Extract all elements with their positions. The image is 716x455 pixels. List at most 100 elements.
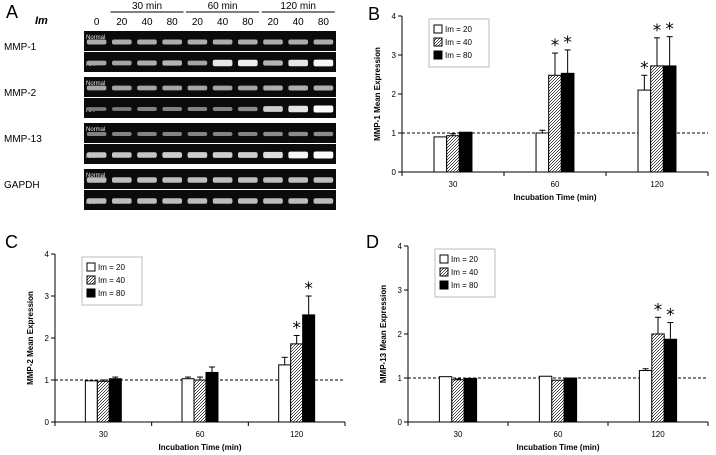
y-tick-label: 4 — [45, 250, 50, 259]
gel-band — [263, 85, 283, 91]
gel-band — [313, 85, 334, 91]
gel-lane-label: 20 — [192, 17, 204, 28]
gel-band — [288, 177, 309, 183]
legend-swatch — [433, 37, 443, 47]
gel-band — [263, 177, 283, 183]
gel-band — [137, 152, 157, 158]
gel-band — [288, 59, 309, 67]
significance-star: * — [551, 36, 560, 56]
panel-letter: B — [368, 4, 380, 24]
y-tick-label: 0 — [392, 168, 397, 177]
legend-swatch — [86, 275, 96, 285]
gel-gene-label: MMP-1 — [4, 42, 37, 53]
gel-band — [313, 105, 334, 113]
bar — [290, 343, 304, 423]
x-tick-label: 60 — [551, 180, 560, 189]
gel-gene-label: MMP-2 — [4, 88, 37, 99]
gel-band — [212, 59, 233, 67]
bar — [96, 380, 110, 423]
significance-star: * — [292, 318, 301, 338]
gel-band — [313, 59, 334, 67]
legend-label: Im = 20 — [451, 255, 478, 264]
gel-time-label: 60 min — [208, 1, 238, 12]
bar — [458, 131, 473, 173]
gel-band — [237, 177, 258, 183]
bar — [205, 371, 219, 423]
gel-band — [86, 152, 107, 158]
gel-band — [162, 107, 183, 111]
gel-strip — [84, 144, 336, 164]
x-axis-title: Incubation Time (min) — [514, 193, 597, 202]
y-tick-label: 4 — [392, 12, 397, 21]
x-tick-label: 30 — [449, 180, 458, 189]
bar — [463, 377, 478, 423]
gel-gene-label: MMP-13 — [4, 134, 42, 145]
gel-lane-label: 20 — [267, 17, 279, 28]
legend-swatch — [433, 24, 443, 34]
gel-row-label: RA — [86, 108, 94, 114]
bar — [193, 379, 207, 423]
gel-band — [212, 39, 233, 45]
x-tick-label: 120 — [290, 430, 304, 439]
gel-band — [111, 85, 132, 91]
legend-label: Im = 80 — [98, 289, 125, 298]
y-tick-label: 0 — [398, 418, 403, 427]
legend-label: Im = 20 — [98, 263, 125, 272]
gel-band — [86, 198, 107, 204]
panel-letter-a: A — [6, 2, 18, 22]
gel-rows: MMP-1NormalRAMMP-2NormalRAMMP-13NormalRA… — [4, 31, 336, 210]
bar — [84, 380, 98, 423]
gel-band — [111, 39, 132, 45]
gel-band — [288, 131, 309, 137]
gel-band — [288, 85, 309, 91]
gel-band — [263, 151, 283, 159]
gel-time-label: 30 min — [132, 1, 162, 12]
gel-band — [137, 107, 157, 111]
x-axis-title: Incubation Time (min) — [159, 443, 242, 452]
gel-band — [212, 132, 233, 136]
gel-band — [237, 198, 258, 204]
gel-band — [212, 198, 233, 204]
bar — [560, 72, 575, 173]
y-tick-label: 2 — [398, 330, 403, 339]
y-tick-label: 4 — [398, 242, 403, 251]
gel-band — [237, 39, 258, 45]
legend-label: Im = 40 — [451, 268, 478, 277]
gel-band — [162, 39, 183, 45]
significance-star: * — [563, 33, 572, 53]
bar — [638, 370, 653, 423]
significance-star: * — [666, 306, 675, 326]
gel-band — [313, 39, 334, 45]
gel-lane-label: 40 — [217, 17, 229, 28]
gel-band — [111, 107, 132, 111]
gel-lane-label: 20 — [116, 17, 128, 28]
bar — [662, 65, 677, 173]
gel-strip — [84, 31, 336, 51]
gel-gene-label: GAPDH — [4, 180, 40, 191]
gel-band — [313, 131, 334, 137]
bar — [446, 135, 460, 173]
significance-star: * — [653, 21, 662, 41]
gel-band — [288, 151, 309, 159]
panel-letter: C — [5, 232, 18, 252]
y-tick-label: 0 — [45, 418, 50, 427]
y-tick-label: 2 — [392, 90, 397, 99]
gel-lane-label: 40 — [141, 17, 153, 28]
bar — [548, 74, 562, 173]
gel-band — [212, 177, 233, 183]
significance-star: * — [665, 20, 674, 40]
legend-label: Im = 40 — [445, 38, 472, 47]
gel-strip — [84, 169, 336, 189]
legend-label: Im = 40 — [98, 276, 125, 285]
gel-band — [187, 60, 208, 66]
gel-band — [86, 39, 107, 45]
x-tick-label: 60 — [196, 430, 205, 439]
gel-band — [212, 107, 233, 111]
y-axis-title: MMP-13 Mean Expression — [379, 285, 388, 383]
bar — [302, 314, 316, 423]
gel-strip — [84, 52, 336, 72]
y-tick-label: 1 — [45, 376, 50, 385]
gel-band — [313, 177, 334, 183]
